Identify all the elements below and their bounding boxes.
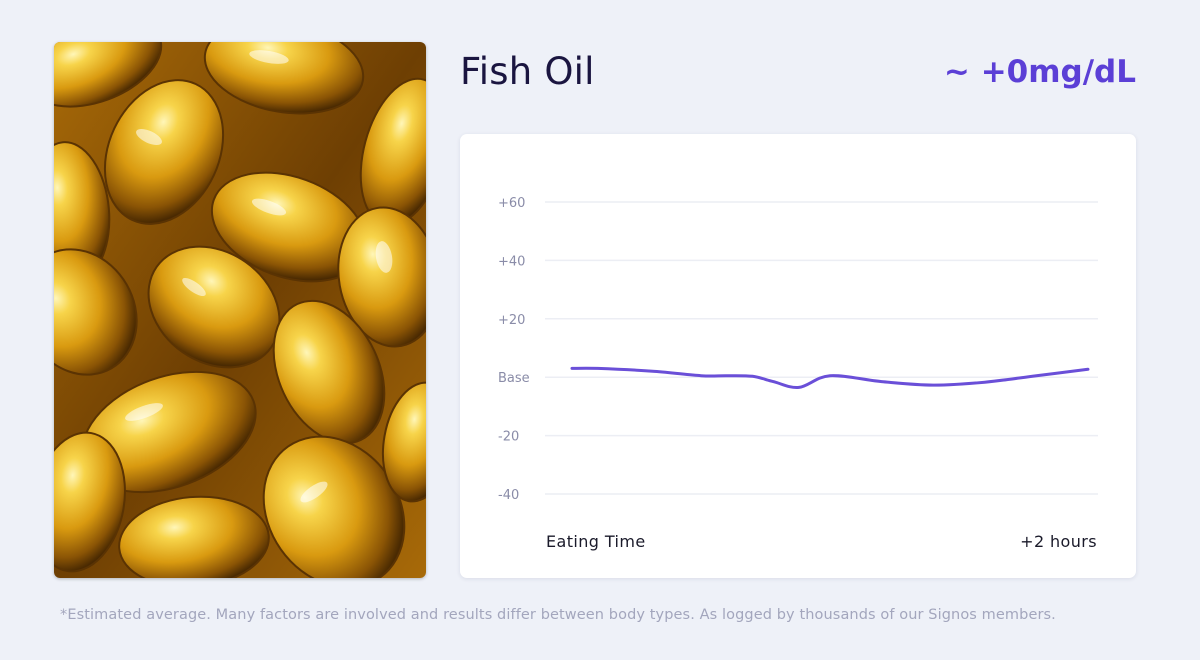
- disclaimer-footnote: *Estimated average. Many factors are inv…: [60, 607, 1056, 623]
- y-tick-label: -40: [498, 488, 519, 503]
- y-tick-label: +40: [498, 254, 525, 269]
- y-tick-label: +60: [498, 196, 525, 211]
- x-end-label: +2 hours: [1020, 532, 1097, 551]
- glucose-response-chart: +60 +40 +20 Base -20 -40 Eating Time +2 hours: [498, 196, 1098, 551]
- glucose-series-line: [570, 366, 1090, 390]
- glucose-delta-value: ~ +0mg/dL: [943, 54, 1136, 90]
- y-tick-label: -20: [498, 430, 519, 445]
- food-title: Fish Oil: [460, 50, 595, 93]
- x-start-label: Eating Time: [546, 532, 646, 551]
- glucose-chart-card: +60 +40 +20 Base -20 -40 Eating Time +2 hours: [460, 134, 1136, 578]
- y-tick-label: +20: [498, 313, 525, 328]
- fish-oil-capsules-photo: [54, 42, 426, 578]
- y-tick-label: Base: [498, 371, 530, 386]
